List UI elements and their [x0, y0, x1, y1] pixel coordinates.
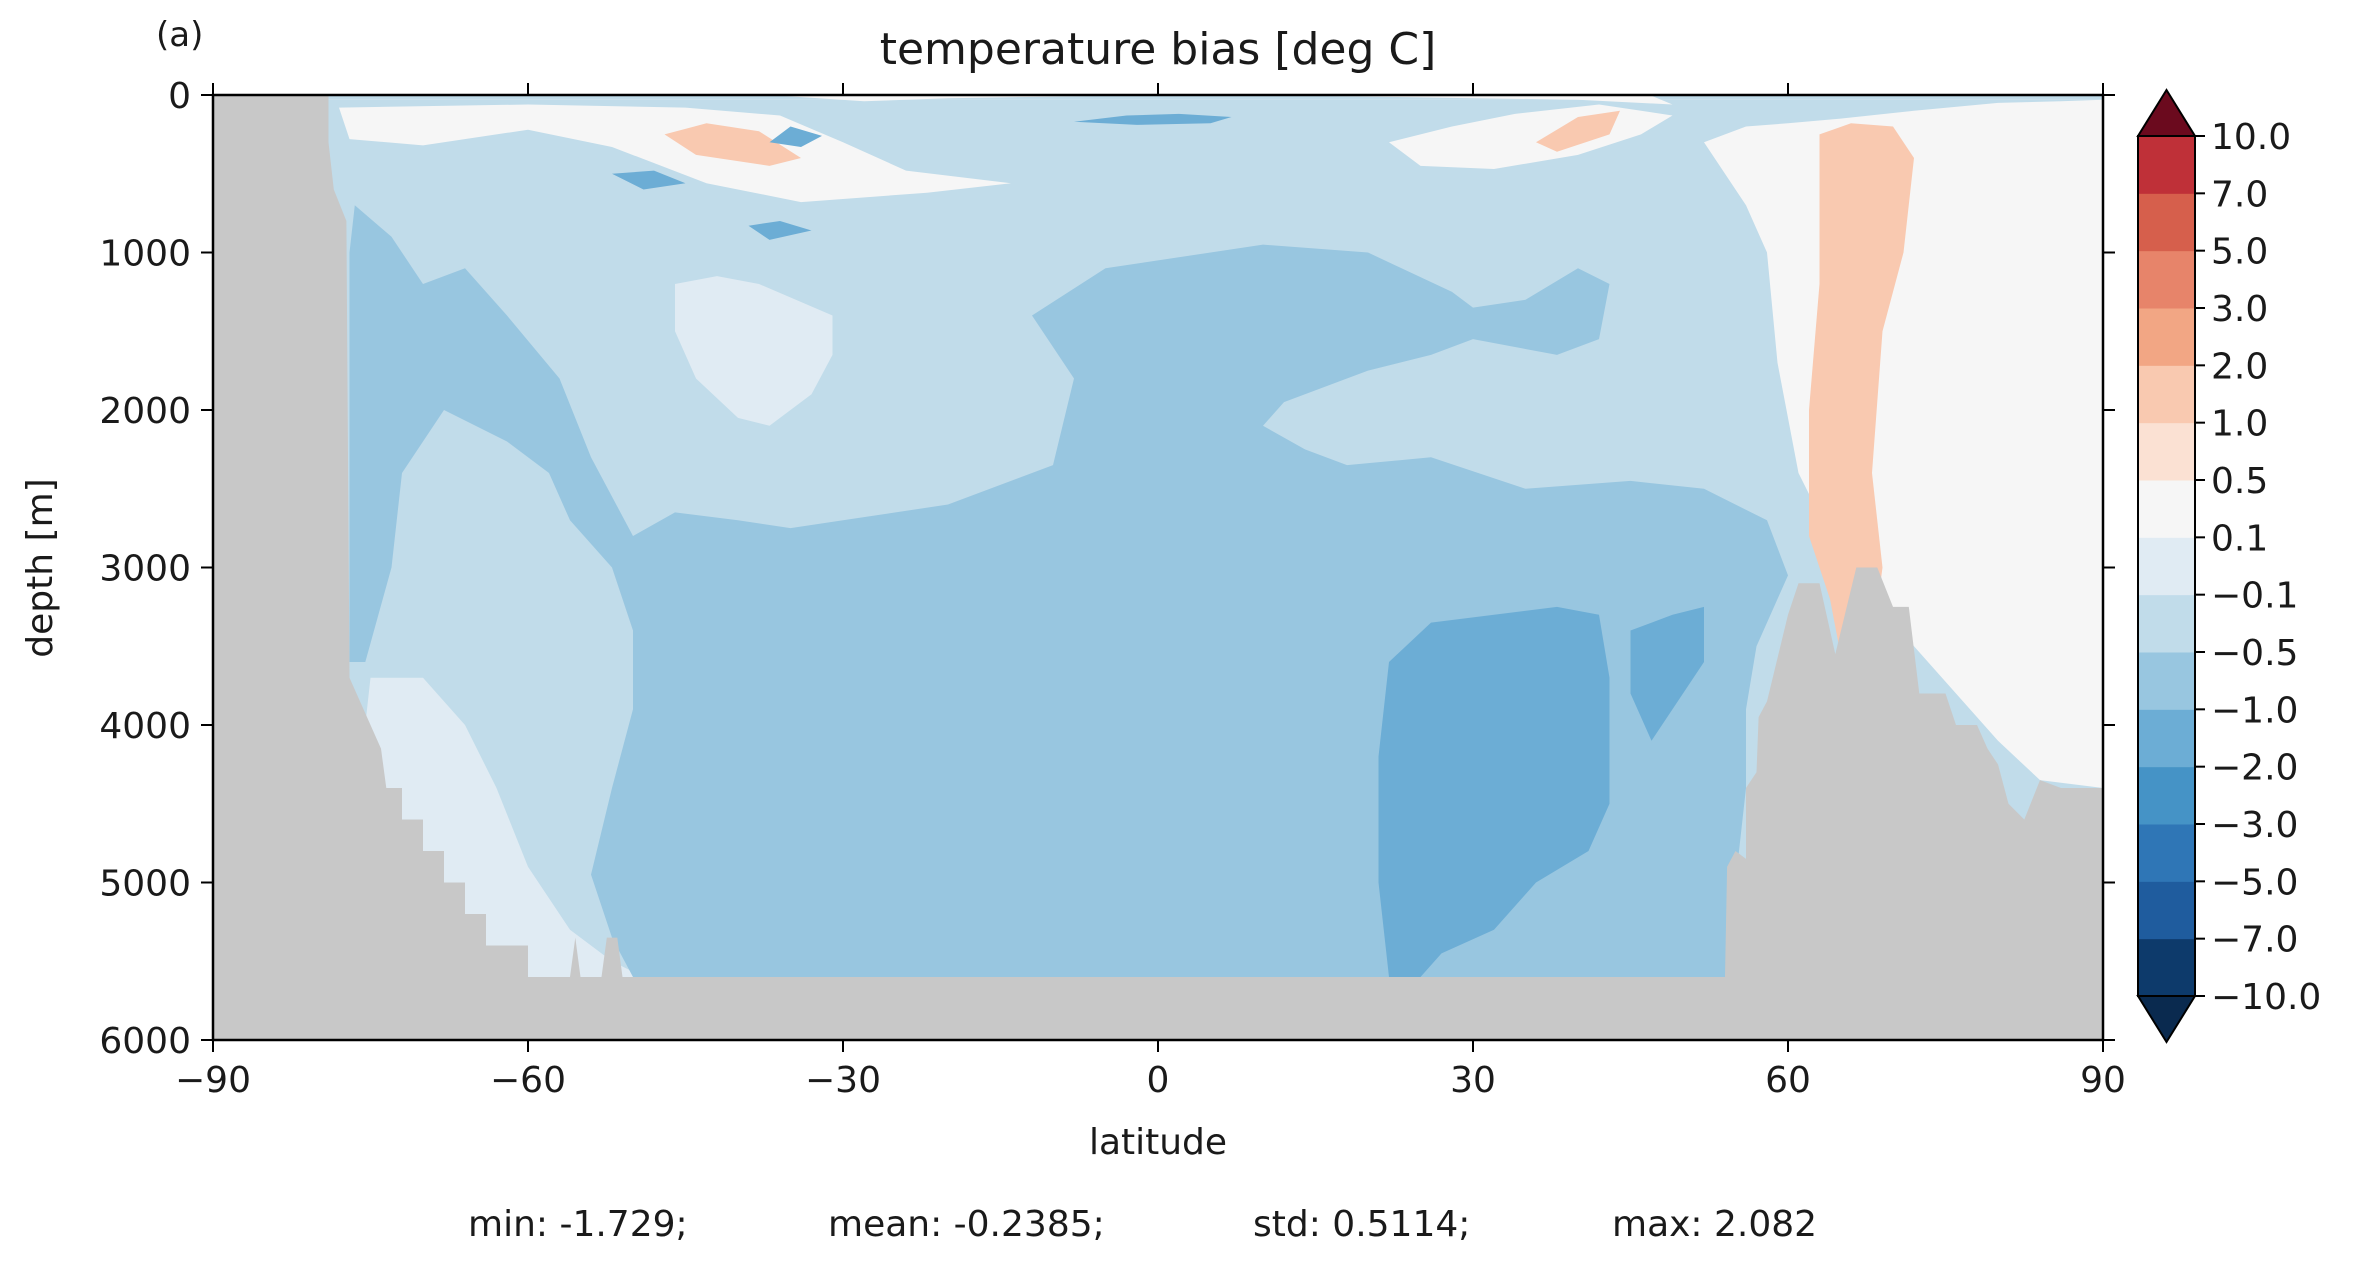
- y-tick-label: 2000: [99, 391, 191, 432]
- colorbar: −10.0 −7.0 −5.0 −3.0 −2.0 −1.0 −0.5 −0.1 0.1 0.5 1…: [2136, 88, 2321, 1044]
- y-tick-label: 0: [168, 76, 191, 117]
- colorbar-tick-label: 1.0: [2211, 404, 2268, 445]
- field-region-6: [675, 276, 833, 426]
- x-tick-label: −30: [805, 1060, 881, 1101]
- colorbar-swatch: [2138, 480, 2195, 538]
- colorbar-swatch: [2138, 938, 2195, 997]
- stat-mean: mean: -0.2385;: [828, 1204, 1105, 1245]
- y-tick-label: 1000: [99, 234, 191, 275]
- field-region-7: [1704, 99, 2103, 788]
- colorbar-tick-label: 10.0: [2211, 117, 2291, 158]
- colorbar-tick-label: −2.0: [2211, 748, 2298, 789]
- colorbar-border: [2137, 135, 2196, 997]
- colorbar-tick-label: 3.0: [2211, 289, 2268, 330]
- colorbar-tick-label: −7.0: [2211, 920, 2298, 961]
- colorbar-tick-label: −3.0: [2211, 805, 2298, 846]
- field-region-14: [769, 126, 822, 147]
- colorbar-tick-label: 5.0: [2211, 232, 2268, 273]
- plot-area: [213, 95, 2103, 1040]
- colorbar-tick-label: 2.0: [2211, 346, 2268, 387]
- colorbar-tick-label: −1.0: [2211, 690, 2298, 731]
- colorbar-swatch: [2138, 250, 2195, 309]
- colorbar-tick-label: 7.0: [2211, 174, 2268, 215]
- y-tick-label: 4000: [99, 706, 191, 747]
- field-region-9: [339, 104, 1011, 203]
- colorbar-extend-under: [2136, 995, 2197, 1044]
- stat-max: max: 2.082: [1612, 1204, 1817, 1245]
- field-region-15: [1074, 113, 1232, 125]
- field-region-17: [748, 221, 812, 240]
- stat-min: min: -1.729;: [468, 1204, 688, 1245]
- colorbar-tick-label: −5.0: [2211, 862, 2298, 903]
- colorbar-swatch: [2138, 365, 2195, 424]
- field-region-8: [1809, 123, 1914, 655]
- colorbar-tick-label: −10.0: [2211, 977, 2321, 1018]
- colorbar-swatch: [2138, 652, 2195, 710]
- colorbar-extend-over: [2136, 88, 2197, 137]
- colorbar-swatch: [2138, 881, 2195, 940]
- x-axis: −90 −60 −30 0 30 60 90: [175, 83, 2126, 1101]
- colorbar-swatch: [2138, 193, 2195, 252]
- colorbar-tick-label: 0.1: [2211, 518, 2268, 559]
- x-tick-label: 30: [1450, 1060, 1496, 1101]
- y-axis-label: depth [m]: [20, 478, 61, 657]
- chart-title: temperature bias [deg C]: [880, 24, 1437, 75]
- x-tick-label: 60: [1765, 1060, 1811, 1101]
- field-region-5: [1630, 606, 1704, 741]
- panel-label: (a): [156, 15, 203, 55]
- x-tick-label: −90: [175, 1060, 251, 1101]
- colorbar-swatch: [2138, 824, 2195, 882]
- x-tick-label: 90: [2080, 1060, 2126, 1101]
- x-tick-label: −60: [490, 1060, 566, 1101]
- y-tick-label: 3000: [99, 549, 191, 590]
- colorbar-swatch: [2138, 422, 2195, 481]
- y-tick-label: 5000: [99, 864, 191, 905]
- colorbar-tick-label: 0.5: [2211, 461, 2268, 502]
- colorbar-swatch: [2138, 136, 2195, 194]
- y-axis: 0 1000 2000 3000 4000 5000 6000: [99, 76, 2115, 1062]
- colorbar-swatch: [2138, 709, 2195, 768]
- colorbar-swatch: [2138, 537, 2195, 596]
- x-axis-label: latitude: [1089, 1122, 1227, 1163]
- field-region-13: [769, 95, 1673, 105]
- colorbar-tick-label: −0.1: [2211, 576, 2298, 617]
- stat-std: std: 0.5114;: [1253, 1204, 1470, 1245]
- colorbar-tick-label: −0.5: [2211, 633, 2298, 674]
- field-region-10: [664, 123, 801, 166]
- field-region-16: [612, 170, 686, 190]
- field-region-12: [1536, 110, 1620, 152]
- colorbar-swatch: [2138, 766, 2195, 825]
- colorbar-swatch: [2138, 308, 2195, 366]
- land-mask: [213, 95, 2103, 1040]
- field-region-4: [1378, 606, 1610, 977]
- x-tick-label: 0: [1147, 1060, 1170, 1101]
- colorbar-swatch: [2138, 594, 2195, 653]
- y-tick-label: 6000: [99, 1021, 191, 1062]
